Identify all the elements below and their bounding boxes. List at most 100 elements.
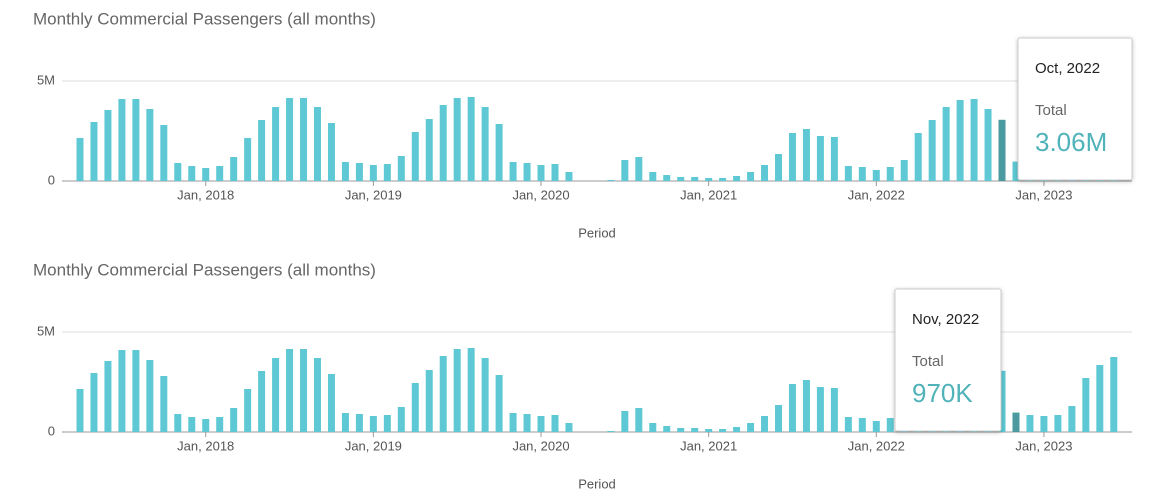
bar [467, 97, 475, 181]
bar [174, 414, 182, 432]
bar [816, 387, 824, 432]
bar [341, 162, 349, 181]
tooltip-value: 3.06M [1035, 127, 1107, 157]
bar [327, 374, 335, 432]
bar [691, 428, 699, 432]
bar [663, 175, 671, 181]
bar [76, 138, 84, 181]
x-tick-label: Jan, 2021 [680, 187, 737, 202]
bar [383, 415, 391, 432]
bar [258, 371, 266, 432]
bar [607, 431, 615, 432]
bar [509, 413, 517, 432]
bar [202, 419, 210, 432]
bar [677, 428, 685, 432]
bar [146, 109, 154, 181]
bar [649, 423, 657, 432]
bar [565, 172, 573, 181]
y-tick-label: 0 [48, 423, 55, 438]
bar [705, 178, 713, 181]
bar [174, 163, 182, 181]
bar [1110, 357, 1118, 432]
bar [719, 429, 727, 432]
bar [467, 348, 475, 432]
bar [537, 165, 545, 181]
x-tick-label: Jan, 2018 [177, 438, 234, 453]
bar [747, 423, 755, 432]
bar [216, 417, 224, 432]
bar [565, 423, 573, 432]
bar [775, 154, 782, 181]
bar [355, 163, 363, 181]
bar [258, 120, 266, 181]
bar [677, 177, 685, 181]
bar [621, 411, 629, 432]
bar [830, 388, 838, 432]
bar [1012, 412, 1020, 432]
chart-title: Monthly Commercial Passengers (all month… [33, 260, 376, 279]
bar [649, 172, 657, 181]
bar [719, 178, 727, 181]
bar [495, 124, 503, 181]
bar [509, 162, 517, 181]
bar [523, 414, 531, 432]
bar [886, 418, 894, 432]
bar [188, 166, 196, 181]
bar [495, 375, 503, 432]
bar [1082, 378, 1090, 432]
y-tick-label: 5M [37, 323, 55, 338]
bar [327, 123, 335, 181]
bar [872, 421, 880, 432]
bar [425, 370, 433, 432]
bar [635, 408, 643, 432]
x-tick-label: Jan, 2019 [345, 187, 402, 202]
bar [858, 167, 866, 181]
bar [244, 389, 252, 432]
bar [551, 164, 559, 181]
bar [230, 157, 238, 181]
bar [537, 416, 545, 432]
bar [369, 416, 377, 432]
bar [453, 98, 461, 181]
bar [355, 414, 363, 432]
bar [286, 349, 294, 432]
bar [146, 360, 154, 432]
bar [397, 156, 405, 181]
bar [300, 349, 308, 432]
bar [272, 358, 280, 432]
bar [1026, 415, 1034, 432]
bar [733, 176, 741, 181]
bar [425, 119, 433, 181]
bar [998, 119, 1006, 181]
bar [984, 109, 992, 181]
bar [188, 417, 196, 432]
tooltip-box [1017, 37, 1133, 181]
bar [761, 165, 769, 181]
chart-title: Monthly Commercial Passengers (all month… [33, 9, 376, 28]
bar [1012, 161, 1020, 181]
bar [663, 426, 671, 432]
bar [788, 133, 796, 181]
bar [761, 416, 769, 432]
bar [830, 137, 838, 181]
bar [76, 389, 84, 432]
bar [1096, 365, 1104, 432]
x-tick-label: Jan, 2018 [177, 187, 234, 202]
bar [1068, 406, 1076, 432]
tooltip-label: Total [912, 353, 944, 370]
bar [816, 136, 824, 181]
bar [914, 133, 922, 181]
bar [775, 405, 782, 432]
bar [313, 358, 321, 432]
bar [551, 415, 559, 432]
bar [788, 384, 796, 432]
x-axis-label: Period [578, 225, 616, 240]
x-tick-label: Jan, 2022 [848, 187, 905, 202]
bar [104, 361, 112, 432]
tooltip-label: Total [1035, 102, 1067, 119]
bar [844, 166, 852, 181]
bar [635, 157, 643, 181]
bar [118, 350, 126, 432]
